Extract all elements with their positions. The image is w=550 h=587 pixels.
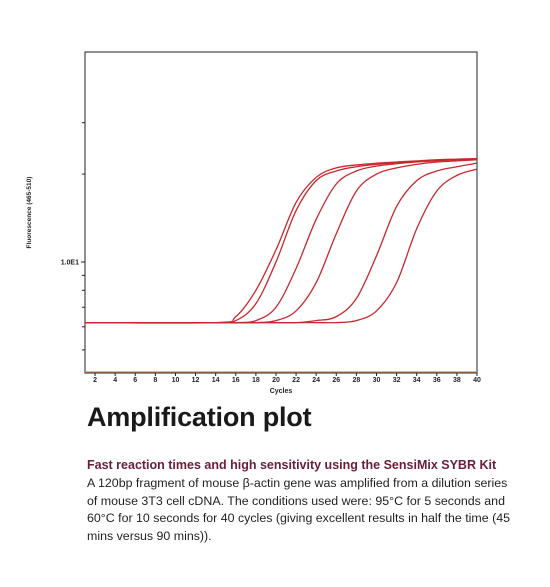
series-layer [84, 157, 478, 324]
ticks-layer: 2 4 6 8 10 12 14 16 18 20 22 24 26 28 30 32 34 36 38 401.0E… [61, 122, 481, 384]
x-tick-label: 6 [133, 377, 137, 384]
x-tick-label: 22 [292, 377, 300, 384]
y-tick-label: 1.0E1 [61, 260, 79, 267]
caption-subtitle: Fast reaction times and high sensitivity… [87, 458, 497, 472]
x-tick-label: 40 [473, 377, 481, 384]
x-tick-label: 38 [453, 377, 461, 384]
x-tick-label: 10 [172, 377, 180, 384]
x-tick-label: 34 [413, 377, 421, 384]
x-tick-label: 18 [252, 377, 260, 384]
x-tick-label: 26 [332, 377, 340, 384]
x-tick-label: 30 [373, 377, 381, 384]
x-tick-label: 24 [312, 377, 320, 384]
x-tick-label: 32 [393, 377, 401, 384]
x-tick-label: 28 [352, 377, 360, 384]
x-tick-label: 14 [212, 377, 220, 384]
x-tick-label: 16 [232, 377, 240, 384]
x-tick-label: 12 [192, 377, 200, 384]
x-tick-label: 4 [113, 377, 117, 384]
caption-title: Amplification plot [87, 402, 312, 432]
plot-frame [84, 51, 478, 374]
amplification-curve-6 [85, 168, 478, 324]
x-axis-label: Cycles [270, 388, 293, 395]
x-tick-label: 2 [93, 377, 97, 384]
x-tick-label: 36 [433, 377, 441, 384]
x-tick-label: 8 [153, 377, 157, 384]
amplification-chart: 2 4 6 8 10 12 14 16 18 20 22 24 26 28 30 32 34 36 38 401.0E… [26, 51, 481, 395]
caption-body: A 120bp fragment of mouse β-actin gene w… [87, 476, 510, 543]
y-axis-label: Fluorescence (465-510) [26, 177, 33, 249]
x-tick-label: 20 [272, 377, 280, 384]
